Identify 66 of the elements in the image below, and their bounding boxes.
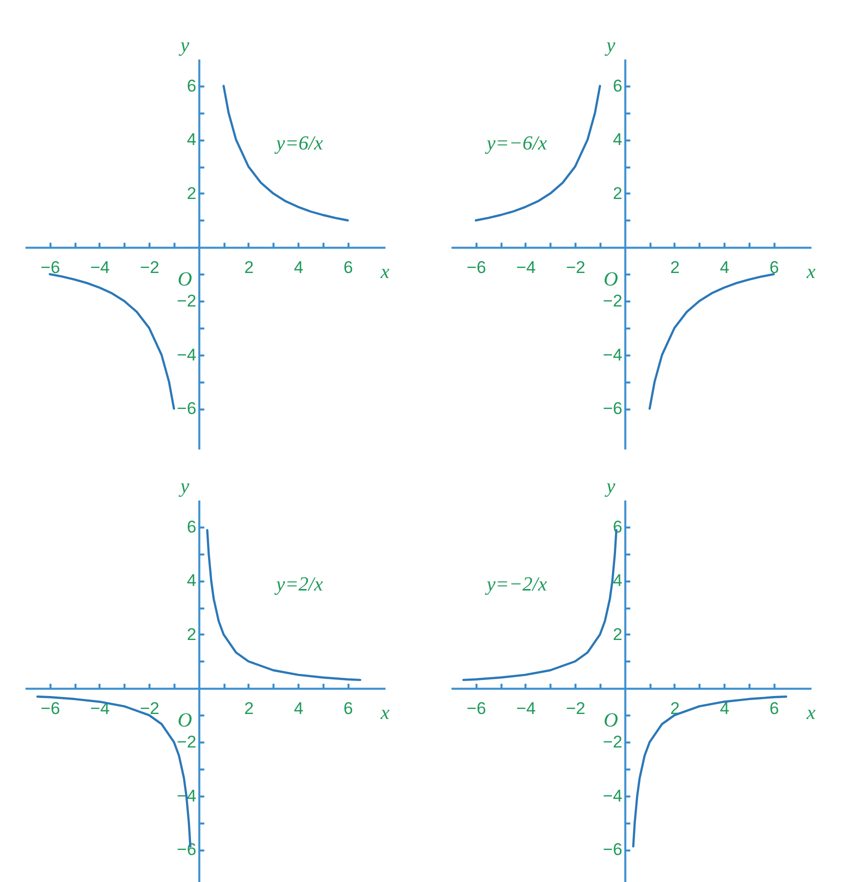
y-axis-title: y [604, 476, 616, 498]
x-tick-label: 6 [344, 258, 353, 277]
x-tick-label: 4 [720, 698, 730, 718]
y-tick-label: 4 [186, 571, 196, 590]
y-tick-label: 2 [186, 184, 196, 203]
x-tick-label: −6 [40, 698, 60, 718]
line-series [474, 84, 602, 222]
annotation: y=2/x [274, 574, 324, 596]
line-series [48, 273, 176, 410]
x-tick-label: −4 [516, 258, 536, 277]
y-tick-label: −6 [602, 840, 622, 860]
y-tick-label: 4 [612, 571, 622, 590]
x-tick-label: 4 [720, 258, 730, 277]
x-tick-label: −2 [566, 698, 586, 718]
x-tick-label: −2 [140, 698, 160, 718]
annotation: y=−2/x [484, 574, 548, 596]
annotation: O [178, 268, 192, 290]
x-axis-title: x [380, 260, 390, 283]
annotation: O [604, 268, 618, 290]
y-tick-label: −2 [176, 732, 196, 752]
y-tick-label: 2 [612, 624, 622, 644]
x-tick-label: −6 [40, 258, 60, 277]
y-tick-label: −2 [602, 732, 622, 752]
x-tick-label: 4 [294, 698, 304, 718]
line-series [222, 84, 349, 222]
x-tick-label: −2 [566, 258, 586, 277]
x-tick-label: 2 [244, 698, 254, 718]
y-tick-label: 4 [612, 130, 622, 150]
x-tick-label: 2 [670, 258, 680, 277]
y-tick-label: 2 [186, 624, 196, 644]
line-series [648, 273, 775, 410]
annotation: O [178, 709, 192, 732]
y-tick-label: 6 [186, 76, 196, 96]
y-tick-label: 6 [186, 517, 196, 536]
annotation: y=−6/x [484, 132, 548, 155]
line-series [206, 529, 362, 682]
x-tick-label: 4 [294, 258, 304, 277]
annotation: y=6/x [274, 132, 324, 155]
x-tick-label: 6 [770, 698, 779, 718]
x-tick-label: 6 [770, 258, 779, 277]
x-tick-label: −6 [466, 258, 486, 277]
y-tick-label: −4 [176, 345, 196, 364]
x-tick-label: 2 [244, 258, 254, 277]
y-tick-label: −2 [602, 292, 622, 311]
x-axis-title: x [380, 702, 390, 724]
y-axis-title: y [178, 476, 190, 498]
x-tick-label: −6 [466, 698, 486, 718]
line-series [632, 696, 788, 848]
y-tick-label: −2 [176, 292, 196, 311]
x-tick-label: −4 [516, 698, 536, 718]
y-tick-label: −6 [176, 399, 196, 418]
annotation: O [604, 709, 618, 732]
y-tick-label: −4 [602, 786, 622, 806]
x-tick-label: −4 [90, 258, 110, 277]
y-tick-label: 2 [612, 184, 622, 203]
y-tick-label: −4 [602, 345, 622, 364]
x-tick-label: 6 [344, 698, 353, 718]
x-axis-title: x [806, 702, 816, 724]
x-axis-title: x [806, 260, 816, 283]
y-axis-title: y [178, 34, 190, 56]
y-tick-label: −6 [602, 399, 622, 418]
y-tick-label: 6 [612, 76, 622, 96]
y-tick-label: −6 [176, 840, 196, 860]
y-axis-title: y [604, 34, 616, 56]
x-tick-label: −2 [140, 258, 160, 277]
y-tick-label: 4 [186, 130, 196, 150]
